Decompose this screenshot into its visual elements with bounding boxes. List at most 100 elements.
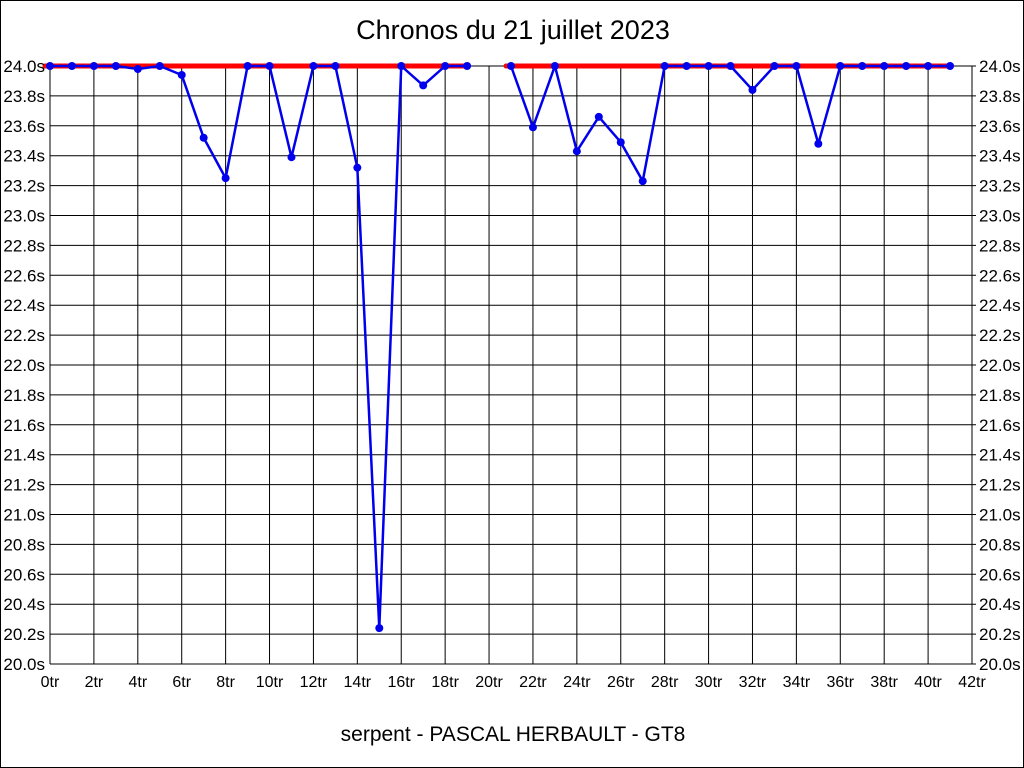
x-axis-label: 4tr (128, 674, 147, 691)
y-axis-label-left: 23.8s (3, 87, 45, 106)
data-point (814, 139, 823, 148)
y-axis-label-left: 24.0s (3, 57, 45, 76)
data-point (375, 624, 384, 633)
data-line (50, 64, 468, 630)
y-axis-label-left: 20.2s (3, 625, 45, 644)
x-axis-label: 8tr (216, 674, 235, 691)
data-point (221, 174, 230, 183)
x-axis-label: 10tr (256, 674, 284, 691)
y-axis-label-right: 20.2s (979, 625, 1021, 644)
y-axis-label-right: 24.0s (979, 57, 1021, 76)
y-axis-label-right: 23.4s (979, 147, 1021, 166)
data-point (902, 62, 911, 70)
y-axis-label-left: 21.4s (3, 446, 45, 465)
y-axis-label-left: 20.0s (3, 655, 45, 674)
x-axis-label: 28tr (651, 674, 679, 691)
y-axis-label-right: 22.0s (979, 356, 1021, 375)
y-axis-label-left: 21.0s (3, 506, 45, 525)
y-axis-label-right: 21.6s (979, 416, 1021, 435)
y-axis-label-right: 20.8s (979, 535, 1021, 554)
data-point (199, 133, 208, 142)
data-point (133, 64, 142, 73)
data-point (836, 62, 845, 70)
data-point (89, 62, 98, 70)
data-point (309, 62, 318, 70)
data-point (770, 62, 779, 70)
y-axis-label-left: 20.6s (3, 565, 45, 584)
chart-footer-label: serpent - PASCAL HERBAULT - GT8 (340, 723, 686, 746)
x-axis-label: 26tr (607, 674, 635, 691)
data-point (594, 112, 603, 121)
x-axis-label: 0tr (41, 674, 60, 691)
data-point (682, 62, 691, 70)
y-axis-label-left: 22.0s (3, 356, 45, 375)
y-axis-label-right: 23.8s (979, 87, 1021, 106)
y-axis-label-right: 20.6s (979, 565, 1021, 584)
y-axis-label-right: 21.4s (979, 446, 1021, 465)
x-axis-label: 34tr (783, 674, 811, 691)
y-axis-label-right: 22.6s (979, 266, 1021, 285)
y-axis-label-right: 21.8s (979, 386, 1021, 405)
data-point (397, 62, 406, 70)
data-point (177, 70, 186, 79)
data-point (946, 62, 955, 70)
y-axis-label-right: 20.4s (979, 595, 1021, 614)
x-axis-label: 36tr (826, 674, 854, 691)
y-axis-label-right: 22.2s (979, 326, 1021, 345)
y-axis-label-left: 21.8s (3, 386, 45, 405)
x-axis-label: 16tr (387, 674, 415, 691)
x-axis-label: 12tr (300, 674, 328, 691)
data-point (67, 62, 76, 70)
x-axis-label: 32tr (739, 674, 767, 691)
x-axis-label: 42tr (958, 674, 986, 691)
y-axis-label-left: 21.6s (3, 416, 45, 435)
y-axis-label-right: 20.0s (979, 655, 1021, 674)
data-point (638, 177, 647, 186)
data-point (704, 62, 713, 70)
y-axis-label-right: 21.0s (979, 506, 1021, 525)
y-axis-label-left: 23.0s (3, 207, 45, 226)
y-axis-label-left: 21.2s (3, 476, 45, 495)
y-axis-label-right: 22.4s (979, 296, 1021, 315)
x-axis-label: 24tr (563, 674, 591, 691)
y-axis-label-left: 23.2s (3, 177, 45, 196)
data-point (507, 62, 515, 70)
data-point (924, 62, 933, 70)
x-axis-label: 20tr (475, 674, 503, 691)
y-axis-label-left: 23.6s (3, 117, 45, 136)
data-point (287, 153, 296, 162)
data-point (111, 62, 120, 70)
x-axis-label: 38tr (870, 674, 898, 691)
x-axis-label: 22tr (519, 674, 547, 691)
data-point (353, 163, 362, 172)
data-point (441, 62, 450, 70)
y-axis-label-right: 22.8s (979, 236, 1021, 255)
data-point (419, 81, 428, 90)
data-point (463, 62, 472, 70)
data-point (155, 62, 164, 70)
data-point (880, 62, 889, 70)
data-point (550, 62, 559, 70)
x-axis-label: 14tr (344, 674, 372, 691)
data-point (46, 62, 54, 70)
x-axis-label: 6tr (172, 674, 191, 691)
y-axis-label-right: 21.2s (979, 476, 1021, 495)
x-axis-label: 30tr (695, 674, 723, 691)
y-axis-label-left: 23.4s (3, 147, 45, 166)
y-axis-label-left: 22.8s (3, 236, 45, 255)
x-axis-label: 40tr (914, 674, 942, 691)
data-point (792, 62, 801, 70)
data-point (660, 62, 669, 70)
data-point (528, 123, 537, 132)
x-axis-label: 18tr (431, 674, 459, 691)
data-point (243, 62, 252, 70)
data-point (726, 62, 735, 70)
y-axis-label-left: 20.4s (3, 595, 45, 614)
data-point (748, 85, 757, 94)
y-axis-label-right: 23.6s (979, 117, 1021, 136)
x-axis-label: 2tr (85, 674, 104, 691)
y-axis-label-right: 23.2s (979, 177, 1021, 196)
chart-title: Chronos du 21 juillet 2023 (356, 15, 670, 45)
